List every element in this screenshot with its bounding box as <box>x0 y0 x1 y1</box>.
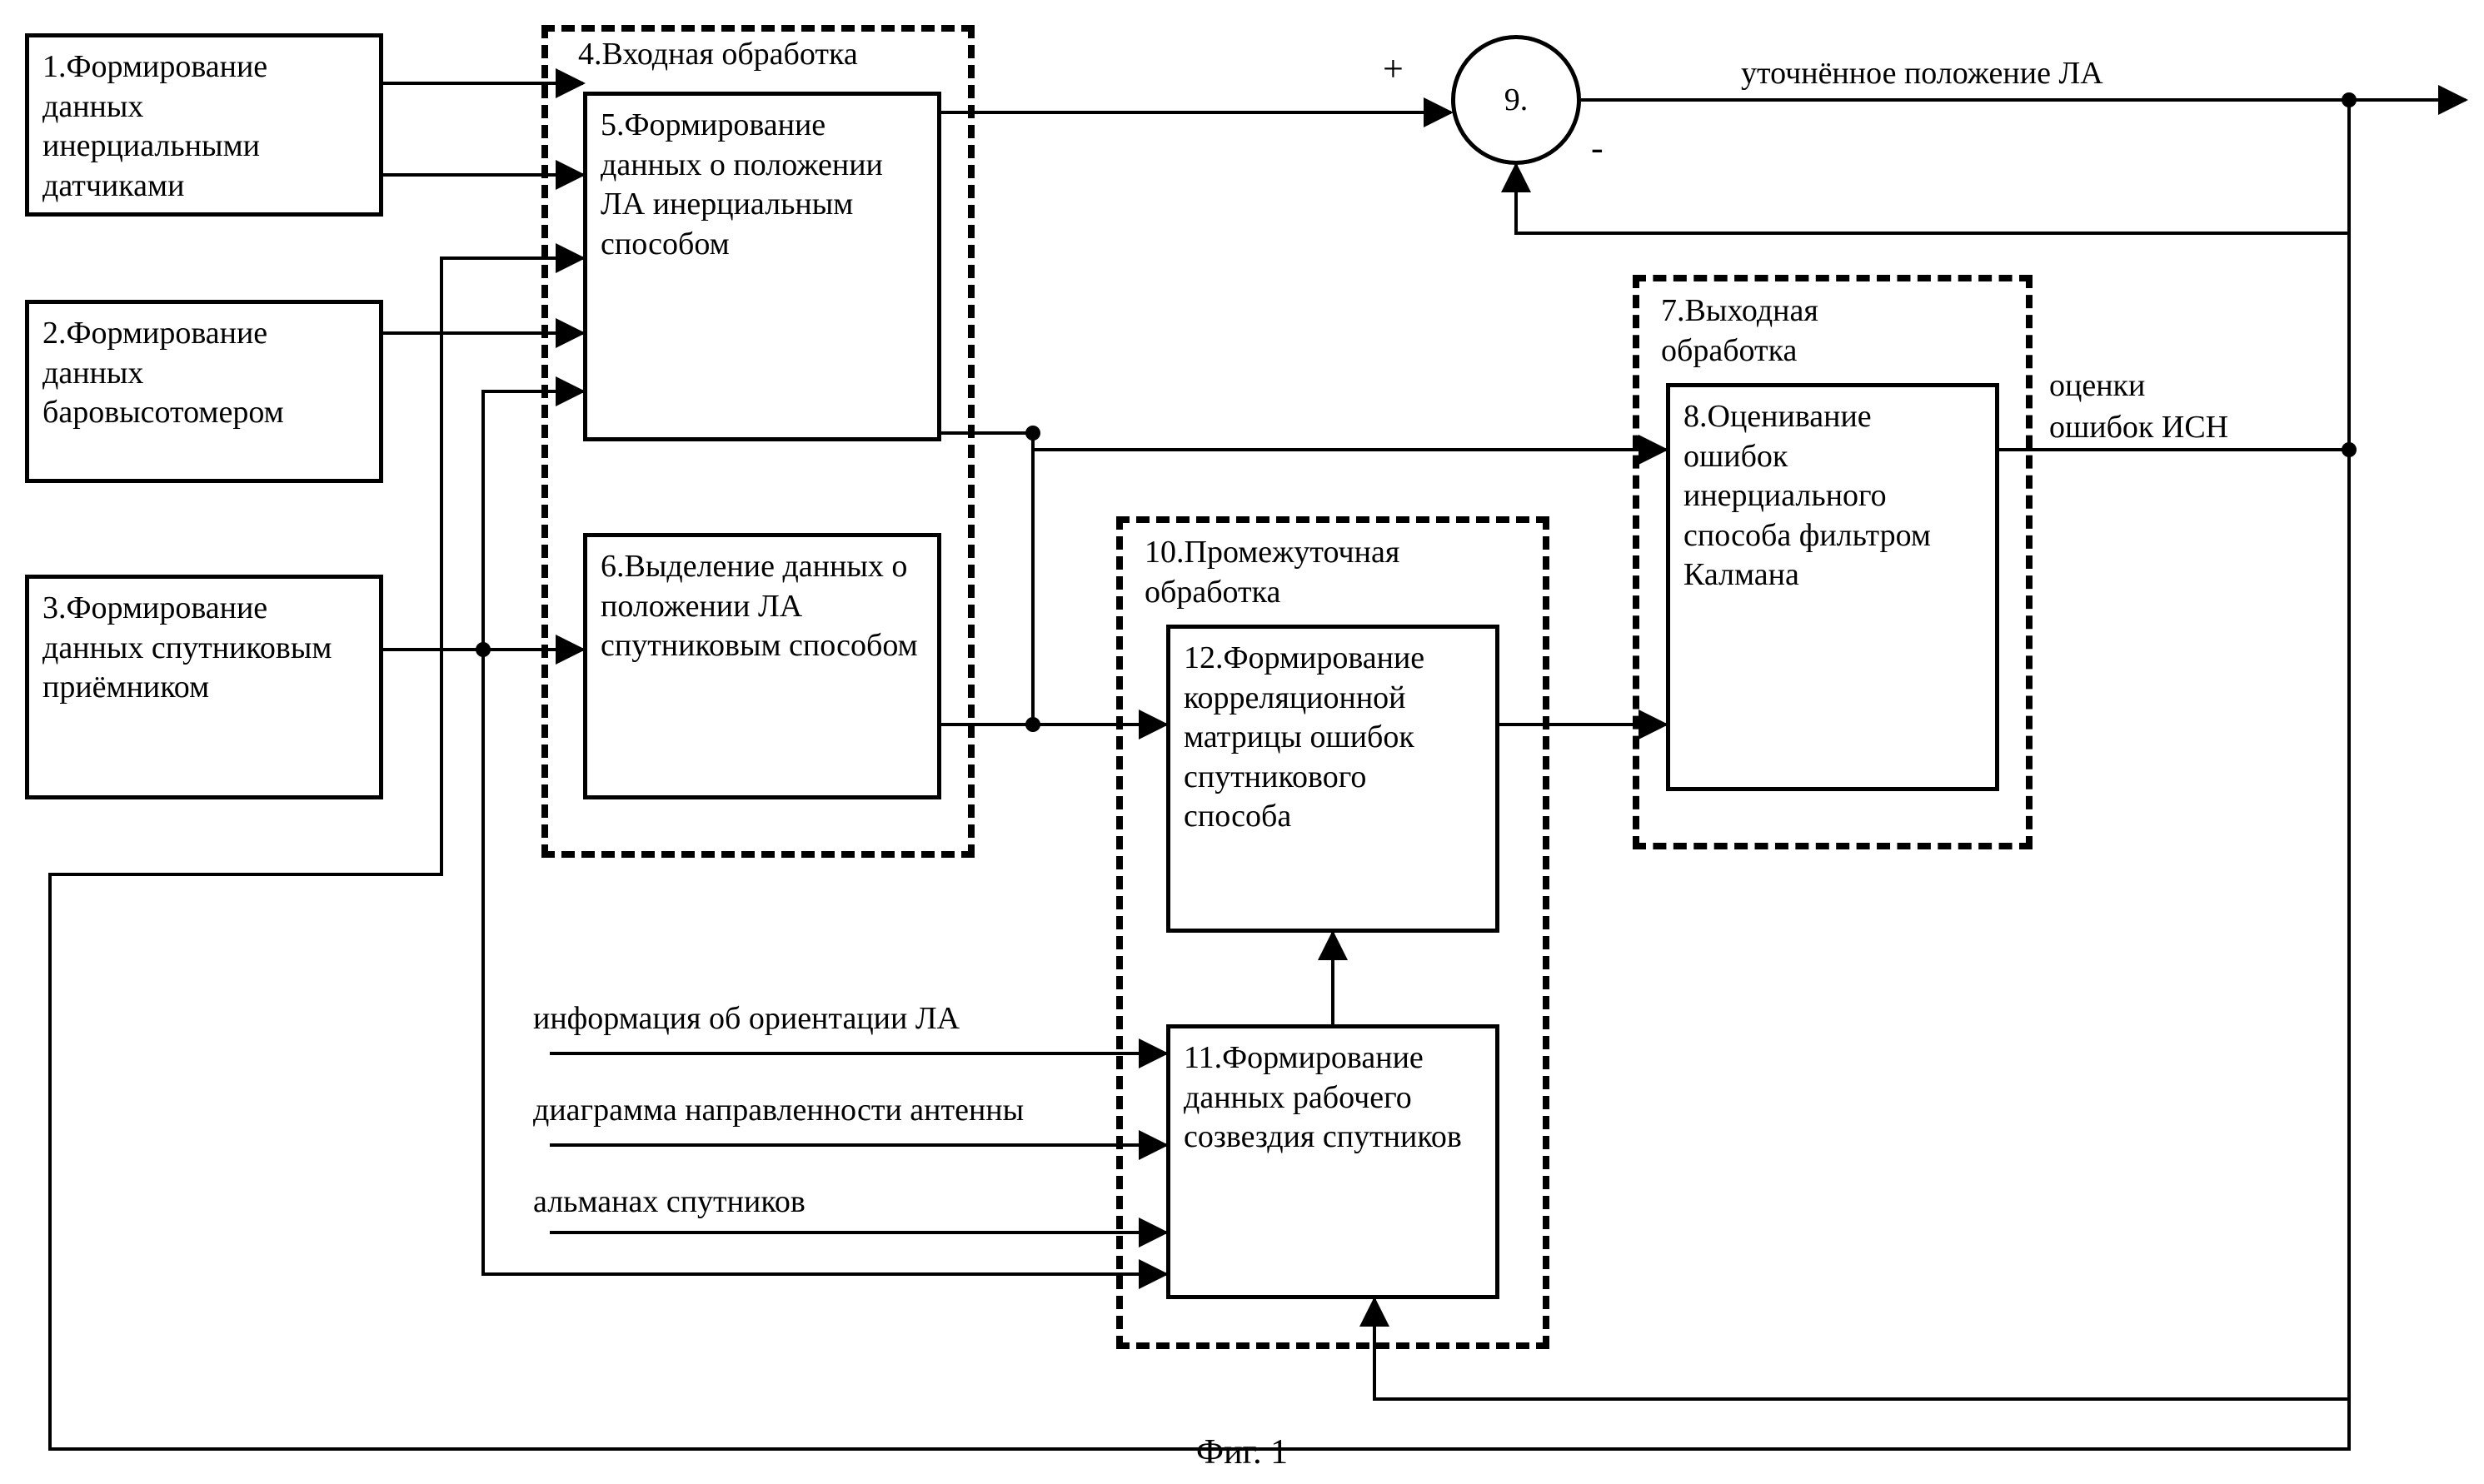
block-6-satellite-position: 6.Выделение данных о положении ЛА спутни… <box>583 533 941 799</box>
input-orientation-label: информация об ориентации ЛА <box>533 999 960 1039</box>
minus-sign: - <box>1591 125 1604 171</box>
node-9-summing: 9. <box>1451 35 1581 165</box>
block-11-constellation-data: 11.Формирование данных рабочего созвезди… <box>1166 1024 1499 1299</box>
figure-caption: Фиг. 1 <box>0 1432 2484 1472</box>
output-refined-position-label: уточнённое положение ЛА <box>1741 54 2103 94</box>
output-error-estimates-label-2: ошибок ИСН <box>2049 408 2228 448</box>
block-1-inertial-sensors: 1.Формирование данных инерциальными датч… <box>25 33 383 217</box>
junction-dot <box>2342 442 2357 457</box>
group-10-label: 10.Промежуточная обработка <box>1141 533 1491 612</box>
group-4-label: 4.Входная обработка <box>575 35 861 75</box>
junction-dot <box>476 642 491 657</box>
junction-dot <box>2342 92 2357 107</box>
output-error-estimates-label-1: оценки <box>2049 366 2145 406</box>
group-7-label: 7.Выходная обработка <box>1658 291 1866 371</box>
edge-e_b5_b8 <box>941 433 1666 450</box>
block-8-kalman-filter: 8.Оценивание ошибок инерциального способ… <box>1666 383 1999 791</box>
block-5-inertial-position: 5.Формирование данных о положении ЛА ине… <box>583 92 941 441</box>
input-antenna-pattern-label: диаграмма направленности антенны <box>533 1091 1024 1131</box>
input-almanac-label: альманах спутников <box>533 1183 806 1223</box>
junction-dot <box>1025 426 1040 441</box>
junction-dot <box>1025 717 1040 732</box>
block-2-baroaltimeter: 2.Формирование данных баровысотомером <box>25 300 383 483</box>
plus-sign: + <box>1383 46 1404 92</box>
block-3-satellite-receiver: 3.Формирование данных спутниковым приёмн… <box>25 575 383 799</box>
diagram-canvas: 1.Формирование данных инерциальными датч… <box>0 0 2484 1484</box>
block-12-correlation-matrix: 12.Формирование корреляционной матрицы о… <box>1166 625 1499 933</box>
